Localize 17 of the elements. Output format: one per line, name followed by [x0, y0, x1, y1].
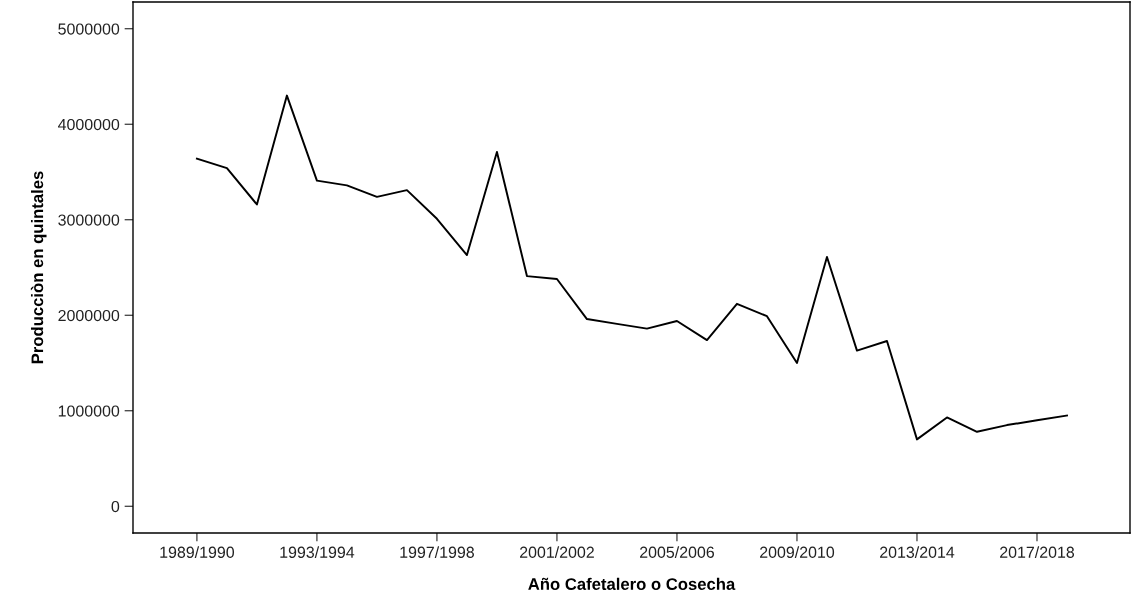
y-axis-title: Producciòn en quintales — [30, 171, 47, 364]
x-tick-label: 1989/1990 — [160, 546, 235, 558]
y-tick-label: 5000000 — [58, 23, 120, 35]
x-tick-label: 1993/1994 — [280, 546, 355, 558]
x-axis-title: Año Cafetalero o Cosecha — [528, 577, 736, 590]
x-tick-label: 2009/2010 — [760, 546, 835, 558]
x-tick-label: 2017/2018 — [1000, 546, 1075, 558]
x-tick-label: 1997/1998 — [400, 546, 474, 558]
x-tick-label: 2001/2002 — [520, 546, 594, 558]
line-series — [195, 94, 1068, 441]
y-tick-label: 2000000 — [58, 309, 120, 322]
y-tick-label: 4000000 — [58, 118, 120, 131]
y-tick-label: 1000000 — [58, 405, 120, 417]
y-tick-label: 0 — [111, 500, 120, 513]
x-tick-label: 2013/2014 — [880, 546, 955, 558]
x-tick-label: 2005/2006 — [640, 546, 715, 558]
y-tick-label: 3000000 — [58, 214, 120, 226]
